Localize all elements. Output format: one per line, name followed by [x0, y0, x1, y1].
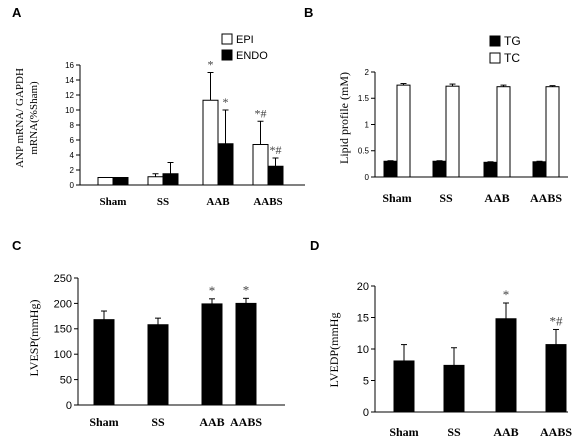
y-tick-label: 8: [70, 121, 75, 130]
bar-tc-sham: [396, 84, 411, 178]
category-label: AABS: [530, 191, 562, 205]
y-axis-label: LVEDP(mmHg: [327, 313, 341, 388]
legend-label: TC: [504, 51, 520, 65]
category-label: SS: [439, 191, 453, 205]
panel-letter: A: [12, 5, 22, 20]
legend-swatch: [489, 52, 501, 64]
y-tick-label: 20: [357, 281, 369, 293]
significance-marker: *#: [550, 313, 564, 328]
y-axis-label-group: LVEDP(mmHg: [327, 313, 341, 388]
bar-tg-aabs: [532, 161, 547, 178]
y-axis-label-group: ANP mRNA/ GAPDH mRNA(%Sham): [14, 68, 40, 168]
bar-value-sham: [393, 360, 415, 413]
significance-marker: *: [503, 287, 510, 302]
y-tick-label: 0: [363, 407, 369, 419]
bar-endo-sham: [112, 177, 129, 186]
bar-value-ss: [443, 364, 465, 413]
y-tick-label: 150: [54, 324, 72, 336]
legend-swatch: [489, 35, 501, 47]
y-tick-label: 4: [70, 151, 75, 160]
bar-tc-aabs: [545, 86, 560, 178]
category-label: AABS: [230, 415, 262, 429]
bar-epi-sham: [97, 177, 114, 186]
legend-swatch: [221, 33, 233, 45]
legend-label: EPI: [236, 34, 254, 46]
y-tick-label: 5: [363, 375, 369, 387]
y-tick-label: 50: [60, 374, 72, 386]
category-label: Sham: [382, 191, 411, 205]
y-tick-label: 16: [65, 61, 74, 70]
y-tick-label: 6: [70, 136, 75, 145]
category-label: SS: [151, 415, 165, 429]
y-tick-label: 14: [65, 76, 74, 85]
legend-swatch: [221, 49, 233, 61]
category-label: Sham: [389, 425, 418, 439]
chart-panel-b: B 0 0.5 1 1.5 2 Lipid profile (mM) Sham SS AAB AAB…: [304, 5, 568, 205]
y-tick-label: 250: [54, 273, 72, 285]
category-label: AABS: [253, 196, 282, 208]
category-label: Sham: [89, 415, 118, 429]
bar-tc-ss: [445, 85, 460, 178]
bar-value-aabs: [235, 302, 257, 406]
y-tick-label: 15: [357, 312, 369, 324]
y-tick-label: 2: [70, 166, 75, 175]
category-label: AAB: [199, 415, 224, 429]
legend-label: TG: [504, 34, 521, 48]
significance-marker: *#: [270, 143, 282, 157]
legend-label: ENDO: [236, 50, 268, 62]
bar-value-sham: [93, 319, 115, 406]
y-axis-label: Lipid profile (mM): [337, 72, 351, 164]
chart-panel-d: D 0 5 10 15 20 LVEDP(mmHg * *# Sham SS AAB AABS: [310, 238, 572, 439]
y-tick-label: 200: [54, 298, 72, 310]
significance-marker: *: [209, 283, 216, 298]
chart-panel-a: A 0 2 4 6 8 10 12 14 16 ANP mRNA/ GAPDH mRNA(%Sham)…: [12, 5, 305, 208]
y-tick-label: 100: [54, 349, 72, 361]
category-label: AAB: [484, 191, 509, 205]
bar-tg-sham: [383, 160, 398, 178]
category-label: AAB: [206, 196, 230, 208]
category-label: AABS: [540, 425, 572, 439]
y-axis-label-group: Lipid profile (mM): [337, 72, 351, 164]
y-tick-label: 0: [66, 400, 72, 412]
y-tick-label: 0.5: [358, 147, 370, 156]
bar-endo-aab: [217, 143, 234, 186]
bar-tg-ss: [432, 160, 447, 178]
bar-value-ss: [147, 324, 169, 406]
y-axis-label: ANP mRNA/ GAPDH: [14, 68, 26, 168]
panel-letter: B: [304, 5, 313, 20]
category-label: SS: [447, 425, 461, 439]
category-label: AAB: [493, 425, 518, 439]
category-label: SS: [157, 196, 169, 208]
significance-marker: *: [243, 282, 250, 297]
bar-tc-aab: [496, 86, 511, 178]
bar-epi-aabs: [252, 144, 269, 186]
bar-epi-aab: [202, 99, 219, 186]
bar-endo-ss: [162, 173, 179, 186]
bar-value-aabs: [545, 344, 567, 413]
y-axis-label-group: LVESP(mmHg): [27, 300, 41, 377]
bar-epi-ss: [147, 176, 164, 186]
bar-value-aab: [201, 303, 223, 406]
significance-marker: *: [208, 58, 214, 72]
category-label: Sham: [100, 196, 127, 208]
panel-letter: C: [12, 238, 22, 253]
y-tick-label: 2: [365, 68, 370, 77]
y-tick-label: 0: [70, 181, 75, 190]
bar-tg-aab: [483, 161, 498, 178]
y-tick-label: 10: [357, 344, 369, 356]
bar-value-aab: [495, 318, 517, 413]
y-tick-label: 1: [365, 120, 370, 129]
y-axis-label: mRNA(%Sham): [28, 81, 40, 155]
y-tick-label: 0: [365, 173, 370, 182]
y-tick-label: 10: [65, 106, 74, 115]
significance-marker: *#: [255, 106, 267, 120]
significance-marker: *: [223, 95, 229, 109]
y-axis-label: LVESP(mmHg): [27, 300, 41, 377]
panel-letter: D: [310, 238, 319, 253]
bar-endo-aabs: [267, 165, 284, 186]
chart-panel-c: C 0 50 100 150 200 250 LVESP(mmHg) * * Sham SS AAB AA…: [12, 238, 285, 429]
y-tick-label: 1.5: [358, 94, 370, 103]
y-tick-label: 12: [65, 91, 74, 100]
